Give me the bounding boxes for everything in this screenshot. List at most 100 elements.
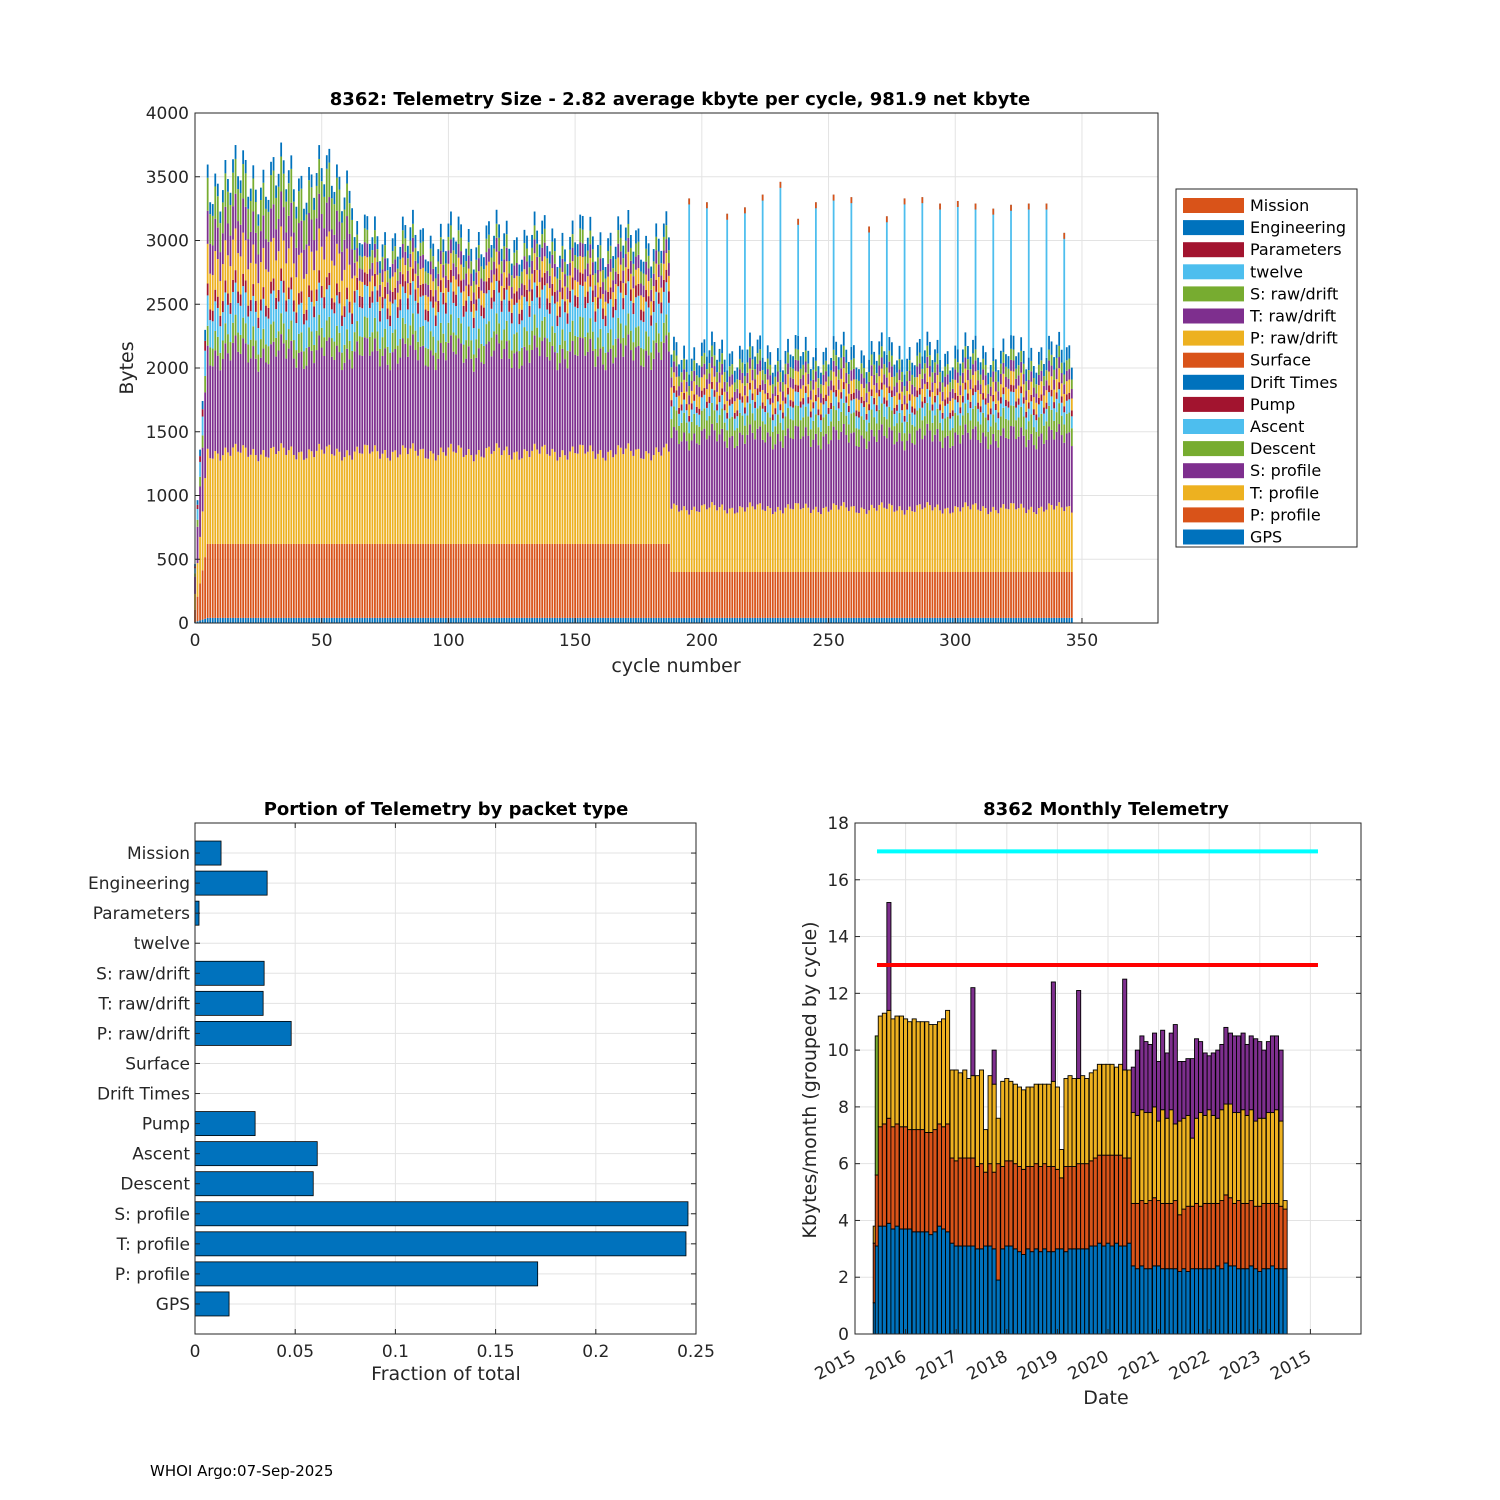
bar-segment [703,428,706,505]
bar-segment [792,572,794,618]
bar-segment [660,455,663,544]
bar-segment [868,391,870,405]
bar-segment [1219,1109,1225,1202]
bar-segment [467,284,470,297]
bar-segment [1005,572,1007,618]
bar-segment [209,273,212,310]
bar-segment [470,455,473,544]
bar-segment [1025,447,1028,514]
cycle-bar [515,237,518,623]
bar-segment [1219,1200,1225,1270]
bar-segment [604,617,607,623]
bar-segment [1015,388,1017,402]
bar-segment [673,361,675,373]
bar-segment [657,303,660,334]
bar-segment [404,323,407,344]
bar-segment [325,617,328,623]
bar-segment [1043,395,1045,408]
bar-segment [1070,617,1073,623]
bar-segment [1139,1200,1145,1267]
bar-segment [427,284,430,297]
bar-segment [647,255,650,269]
bar-segment [358,307,361,337]
bar-segment [622,338,625,357]
bar-segment [1020,386,1023,394]
cycle-bar [1048,335,1050,623]
bar-segment [711,572,713,618]
cycle-bar [860,350,863,623]
bar-segment [1070,410,1073,417]
cycle-bar [447,223,450,623]
bar-segment [409,240,412,254]
bar-segment [877,1015,883,1128]
bar-segment [543,337,546,445]
bar-segment [442,277,445,293]
month-bar [1219,1043,1225,1335]
bar-segment [992,617,995,623]
bar-segment [662,322,665,343]
bar-segment [982,506,985,572]
bar-segment [292,189,295,202]
bar-segment [885,354,888,368]
bar-segment [318,228,321,271]
bar-segment [270,344,272,449]
bar-segment [1032,415,1035,428]
bar-segment [992,381,995,395]
bar-segment [409,294,412,326]
bar-segment [310,187,313,220]
bar-segment [401,243,404,258]
bar-segment [992,433,995,507]
bar-segment [726,382,729,392]
bar-segment [267,241,270,272]
cycle-bar [353,237,356,623]
bar-segment [447,291,450,323]
bar-segment [1027,572,1030,618]
bar-segment [368,453,371,544]
y-tick-label: 8 [838,1098,849,1118]
bar-segment [465,300,468,312]
bar-segment [893,617,896,623]
bar-segment [452,617,455,623]
bar-segment [305,320,308,348]
bar-segment [832,336,835,350]
bar-segment [1022,403,1025,417]
category-label: T: profile [116,1235,190,1255]
bar-segment [969,369,972,380]
cycle-bar [211,204,214,623]
bar-segment [1231,1265,1237,1335]
bar-segment [1058,357,1061,369]
bar-segment [594,311,597,322]
bar-segment [906,409,909,422]
bar-segment [723,381,726,392]
bar-segment [794,405,797,426]
bar-segment [581,317,584,339]
bar-segment [700,355,703,367]
bar-segment [500,285,503,301]
bar-segment [1025,572,1028,618]
bar-segment [932,1231,938,1335]
bar-segment [1010,384,1012,392]
bar-segment [219,370,222,461]
bar-segment [728,376,731,387]
bar-segment [657,333,660,353]
bar-segment [553,238,556,252]
bar-segment [662,263,665,280]
bar-segment [422,295,424,326]
cycle-bar [257,214,260,623]
bar-segment [820,393,822,403]
cycle-bar [475,247,478,623]
bar-segment [970,1157,976,1247]
bar-segment [969,389,972,402]
bar-segment [842,331,845,346]
bar-segment [898,399,901,413]
bar-segment [1278,1120,1284,1207]
bar-segment [741,362,744,373]
bar-segment [551,345,554,449]
bar-segment [262,247,265,288]
bar-segment [951,617,954,623]
bar-segment [199,583,201,621]
bar-segment [285,340,288,359]
bar-segment [361,256,364,270]
bar-segment [802,352,805,365]
bar-segment [422,254,424,268]
